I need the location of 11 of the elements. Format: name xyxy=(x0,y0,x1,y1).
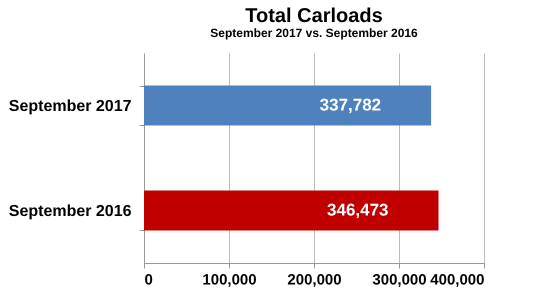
y-tick-label: September 2016 xyxy=(8,203,132,220)
chart-subtitle: September 2017 vs. September 2016 xyxy=(210,26,418,40)
x-tick-label: 400,000 xyxy=(430,272,484,288)
x-tick-label: 0 xyxy=(144,272,153,288)
chart-title: Total Carloads xyxy=(245,5,383,27)
y-tick-label: September 2017 xyxy=(8,98,132,115)
data-label: 337,782 xyxy=(320,96,382,114)
data-label: 346,473 xyxy=(327,200,388,220)
x-tick-label: 100,000 xyxy=(202,272,257,288)
x-tick-label: 300,000 xyxy=(372,272,427,288)
x-tick-label: 200,000 xyxy=(287,272,342,288)
